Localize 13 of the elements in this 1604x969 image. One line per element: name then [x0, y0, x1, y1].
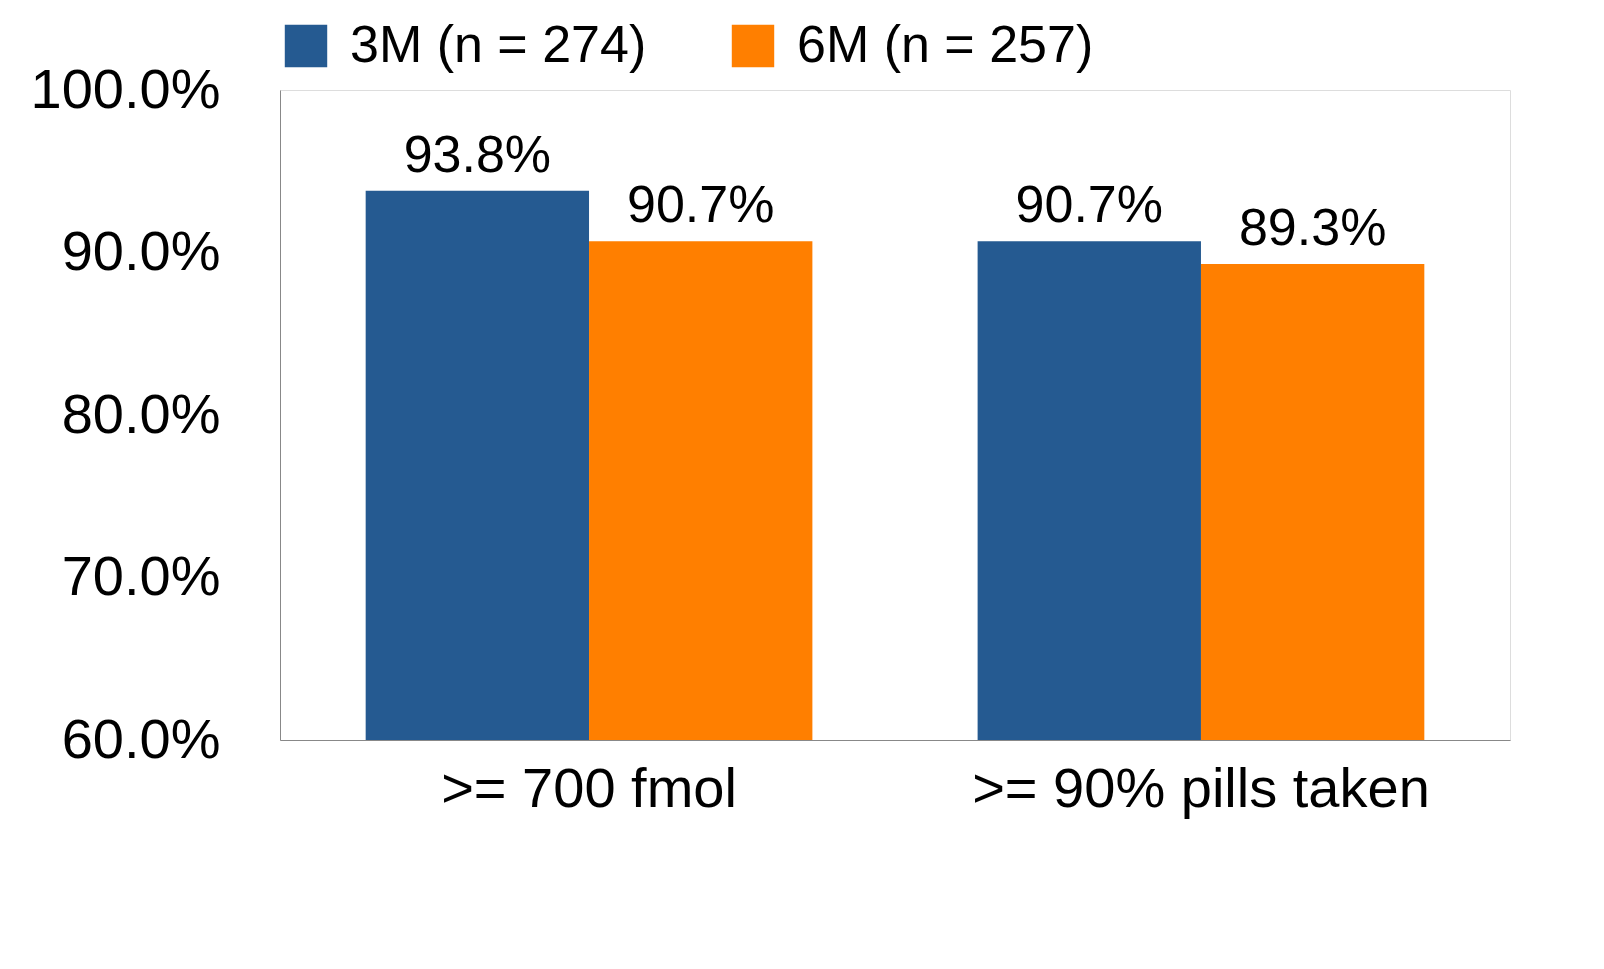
x-tick-label: >= 700 fmol [441, 755, 737, 819]
y-tick-label: 100.0% [30, 56, 221, 120]
data-label: 90.7% [626, 175, 775, 234]
data-label: 89.3% [1238, 197, 1387, 256]
legend-label: 6M (n = 257) [797, 15, 1094, 73]
data-label: 90.7% [1015, 175, 1164, 234]
y-tick-label: 80.0% [61, 381, 221, 445]
data-label: 93.8% [403, 124, 552, 183]
y-tick-label: 70.0% [61, 544, 221, 607]
x-tick-label: >= 90% pills taken [972, 755, 1430, 819]
y-tick-label: 60.0% [61, 706, 221, 770]
legend-label: 3M (n = 274) [350, 15, 647, 73]
y-tick-label: 90.0% [61, 219, 221, 282]
